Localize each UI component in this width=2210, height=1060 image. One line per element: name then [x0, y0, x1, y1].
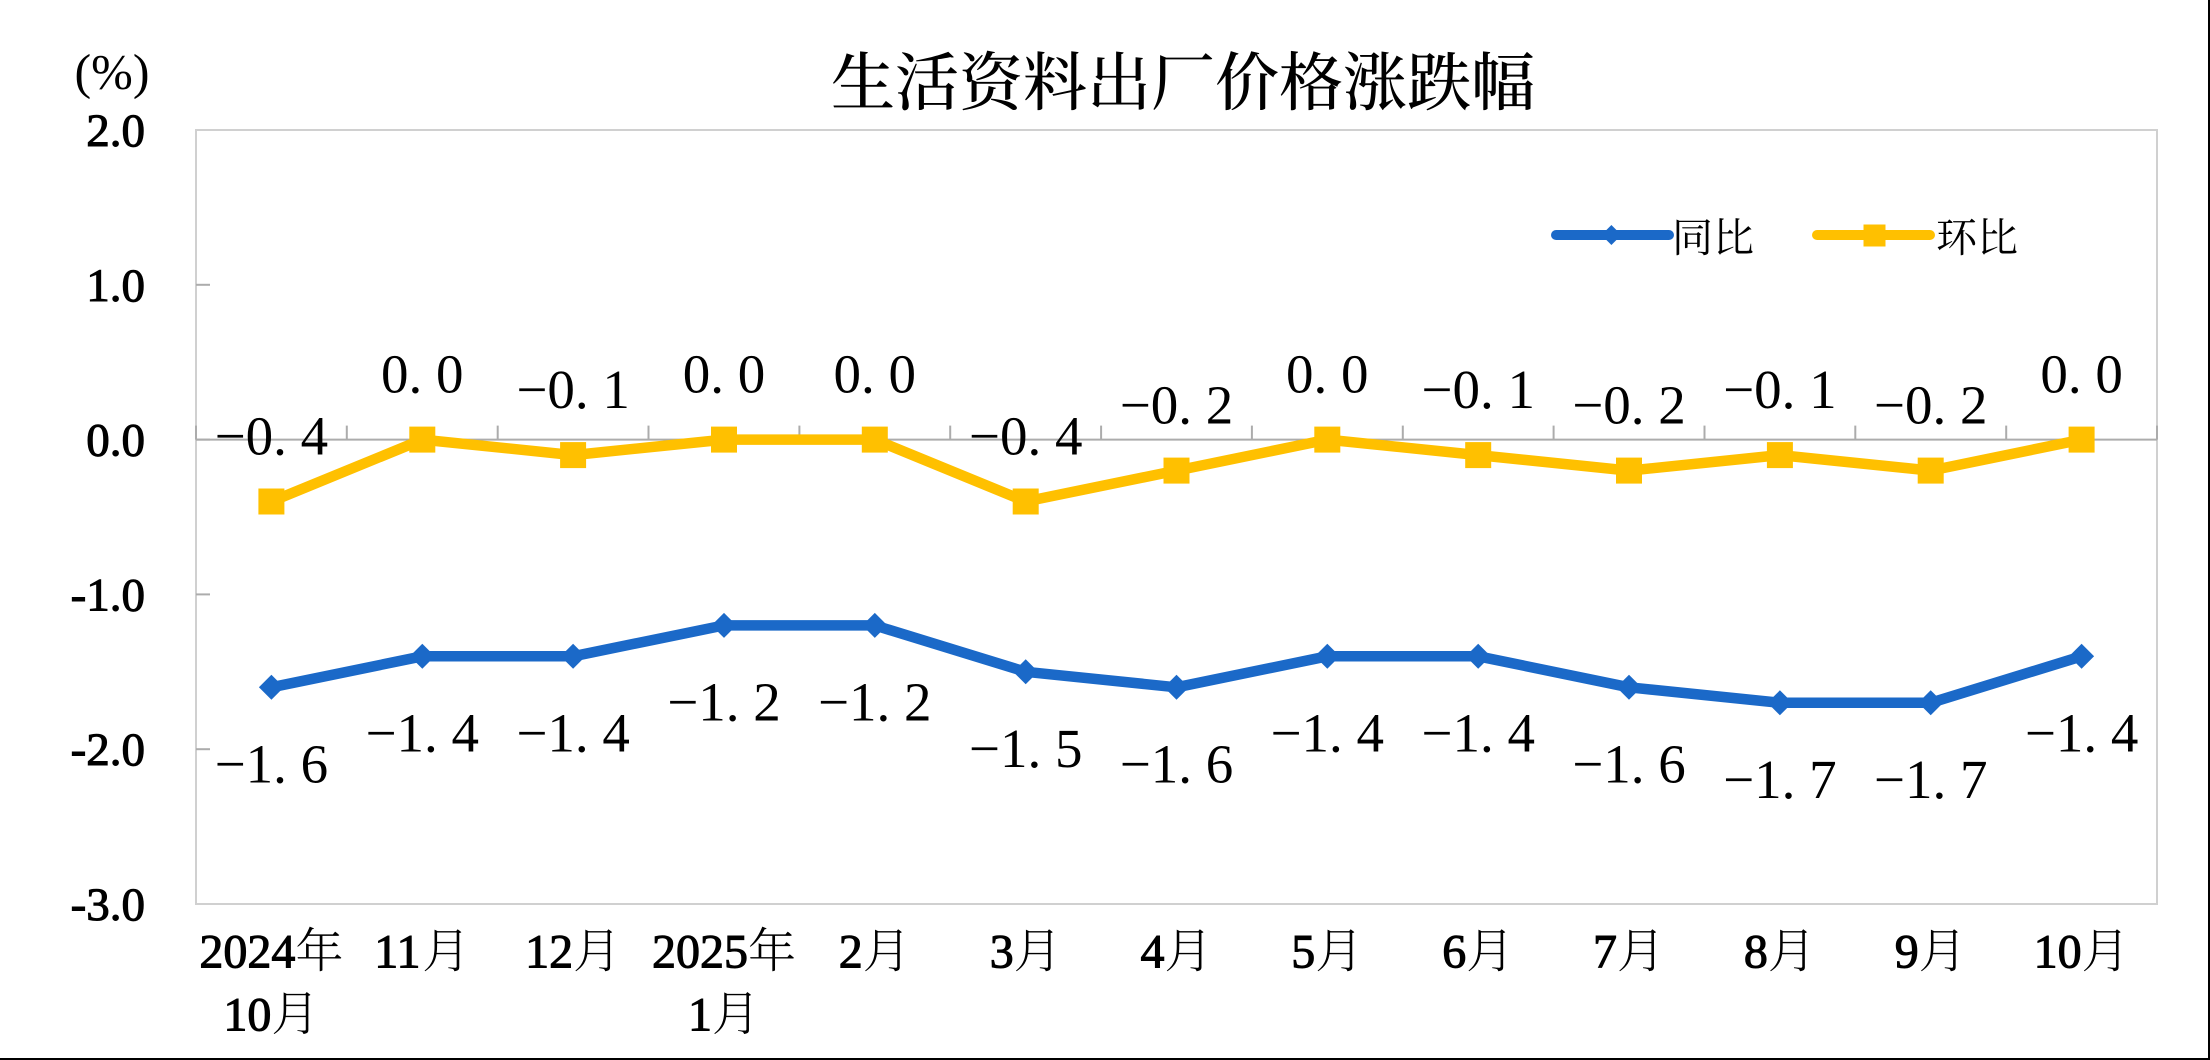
svg-text:−0. 2: −0. 2 [1120, 375, 1234, 436]
svg-text:−1. 6: −1. 6 [215, 733, 329, 794]
svg-text:−1. 5: −1. 5 [969, 718, 1083, 779]
svg-text:2: 2 [839, 926, 863, 979]
svg-text:−1. 2: −1. 2 [818, 671, 932, 732]
svg-text:1: 1 [688, 988, 712, 1041]
svg-text:1.0: 1.0 [86, 260, 145, 312]
svg-text:2.0: 2.0 [86, 105, 145, 157]
svg-text:-1.0: -1.0 [71, 569, 145, 621]
svg-text:6: 6 [1442, 926, 1466, 979]
svg-text:2024: 2024 [199, 926, 295, 979]
svg-text:−1. 4: −1. 4 [366, 702, 480, 763]
svg-text:−1. 4: −1. 4 [1271, 702, 1385, 763]
svg-text:(%): (%) [75, 44, 150, 100]
svg-text:8: 8 [1744, 926, 1768, 979]
svg-text:−0. 1: −0. 1 [516, 359, 630, 420]
svg-text:-2.0: -2.0 [71, 724, 145, 776]
svg-text:−0. 1: −0. 1 [1421, 359, 1535, 420]
svg-text:−0. 2: −0. 2 [1572, 375, 1686, 436]
svg-text:0. 0: 0. 0 [1286, 344, 1369, 405]
svg-text:11: 11 [374, 926, 420, 979]
svg-text:−0. 1: −0. 1 [1723, 359, 1837, 420]
svg-text:−1. 6: −1. 6 [1572, 733, 1686, 794]
svg-text:10: 10 [2034, 926, 2082, 979]
svg-text:9: 9 [1895, 926, 1919, 979]
svg-text:4: 4 [1141, 926, 1165, 979]
svg-text:7: 7 [1593, 926, 1617, 979]
svg-text:−1. 6: −1. 6 [1120, 733, 1234, 794]
svg-text:−1. 4: −1. 4 [516, 702, 630, 763]
svg-text:2025: 2025 [652, 926, 748, 979]
svg-text:−1. 7: −1. 7 [1723, 749, 1837, 810]
svg-text:0.0: 0.0 [86, 415, 145, 467]
svg-text:3: 3 [990, 926, 1014, 979]
svg-text:−0. 2: −0. 2 [1874, 375, 1988, 436]
svg-text:-3.0: -3.0 [71, 879, 145, 931]
svg-text:−1. 4: −1. 4 [2025, 702, 2139, 763]
svg-text:0. 0: 0. 0 [683, 344, 766, 405]
svg-text:0. 0: 0. 0 [381, 344, 464, 405]
svg-text:0. 0: 0. 0 [834, 344, 917, 405]
svg-text:0. 0: 0. 0 [2040, 344, 2123, 405]
svg-text:−1. 7: −1. 7 [1874, 749, 1988, 810]
svg-text:−0. 4: −0. 4 [215, 406, 329, 467]
svg-text:−1. 4: −1. 4 [1421, 702, 1535, 763]
svg-text:5: 5 [1291, 926, 1315, 979]
svg-text:10: 10 [223, 988, 271, 1041]
svg-text:−1. 2: −1. 2 [667, 671, 781, 732]
svg-text:12: 12 [525, 926, 573, 979]
svg-text:−0. 4: −0. 4 [969, 406, 1083, 467]
